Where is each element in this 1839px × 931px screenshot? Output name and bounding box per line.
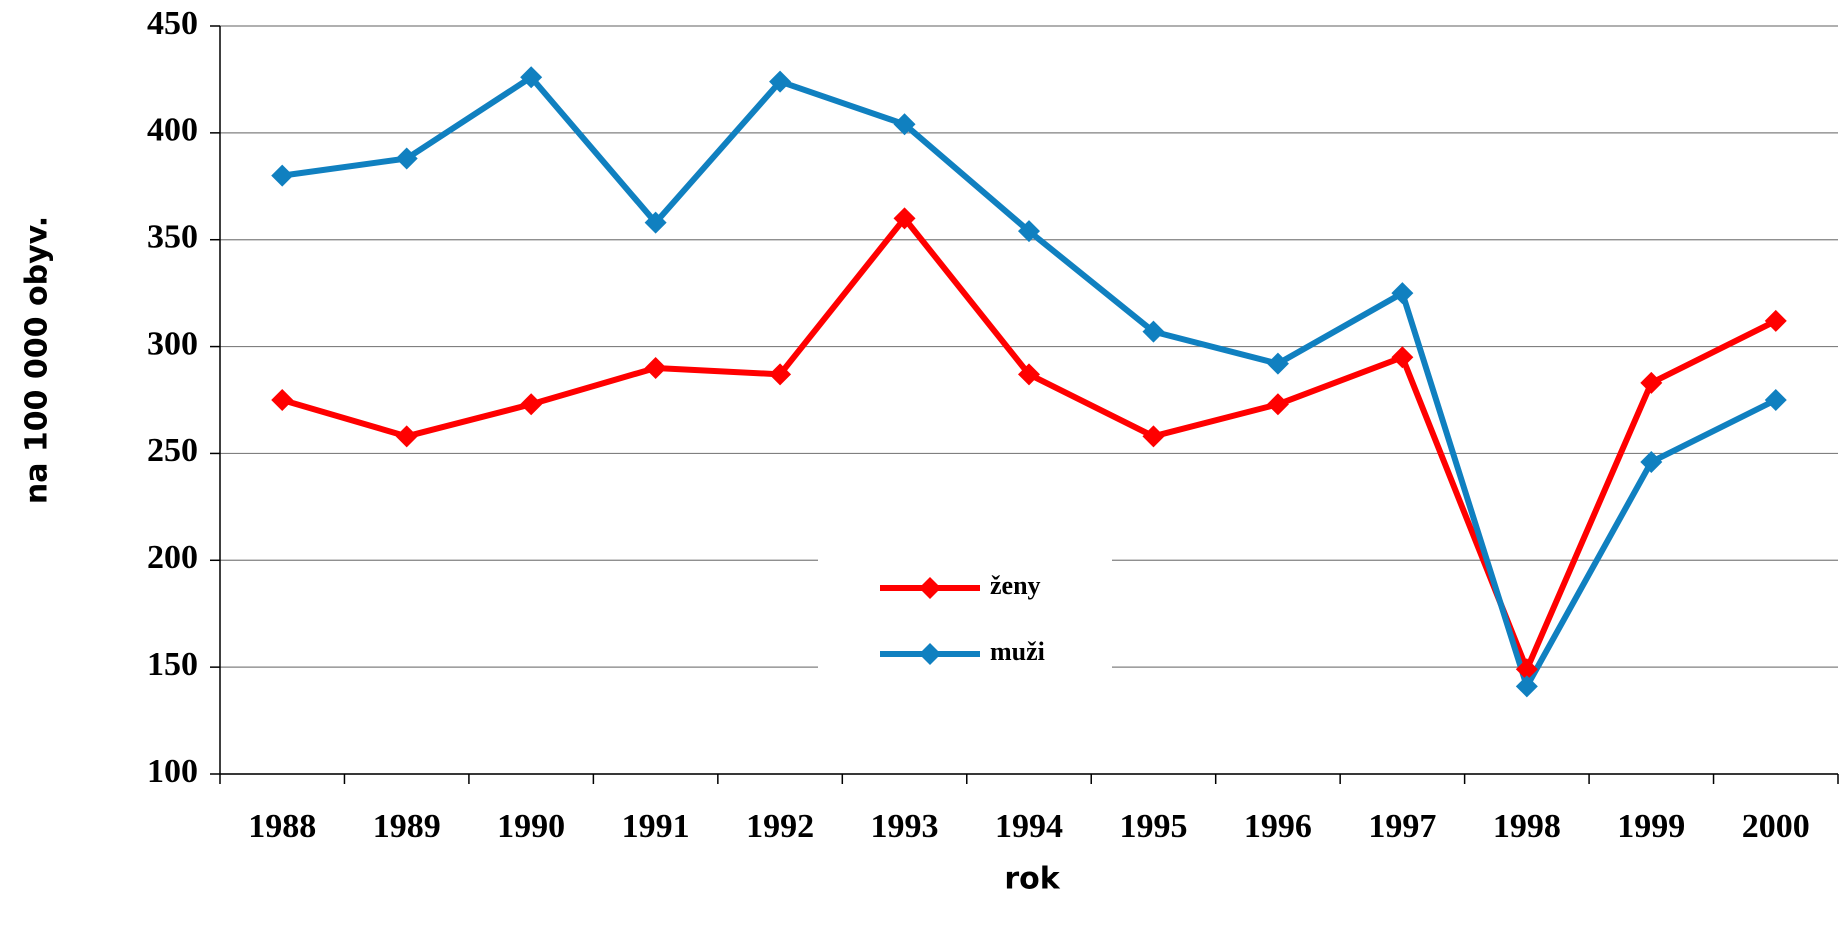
x-tick-label: 1993 — [871, 808, 939, 845]
data-point — [1266, 352, 1289, 375]
x-tick-label: 1997 — [1368, 808, 1436, 845]
data-point — [271, 164, 294, 187]
legend-marker — [919, 643, 941, 665]
legend-label: ženy — [990, 571, 1041, 600]
x-tick-label: 1995 — [1119, 808, 1187, 845]
y-tick-label: 100 — [147, 753, 198, 790]
data-point — [644, 211, 667, 234]
legend-box — [818, 550, 1112, 678]
y-axis-title: na 100 000 obyv. — [20, 216, 55, 504]
data-point — [644, 356, 667, 379]
data-point — [1266, 393, 1289, 416]
legend-marker — [919, 577, 941, 599]
data-point — [520, 393, 543, 416]
data-point — [893, 207, 916, 230]
data-point — [893, 113, 916, 136]
x-tick-label: 1994 — [995, 808, 1063, 845]
y-tick-label: 200 — [147, 539, 198, 576]
y-tick-label: 300 — [147, 325, 198, 362]
data-point — [271, 389, 294, 411]
data-point — [1018, 363, 1040, 386]
data-point — [769, 70, 792, 93]
y-tick-label: 250 — [147, 432, 198, 469]
y-tick-label: 350 — [147, 219, 198, 256]
data-point — [1142, 425, 1165, 448]
data-point — [1018, 220, 1040, 243]
x-tick-label: 1992 — [746, 808, 814, 845]
x-tick-label: 1999 — [1617, 808, 1685, 845]
x-tick-label: 1991 — [622, 808, 690, 845]
y-tick-label: 400 — [147, 112, 198, 149]
data-point — [520, 66, 543, 89]
data-point — [1764, 389, 1787, 411]
x-axis-title: rok — [1004, 862, 1060, 897]
data-point — [395, 147, 418, 170]
data-point — [1515, 658, 1538, 681]
x-tick-label: 1989 — [373, 808, 441, 845]
data-point — [1391, 282, 1414, 305]
x-tick-label: 1990 — [497, 808, 565, 845]
y-tick-label: 150 — [147, 646, 198, 683]
x-tick-label: 1988 — [248, 808, 316, 845]
data-point — [395, 425, 418, 448]
y-tick-label: 450 — [147, 5, 198, 42]
data-point — [1764, 309, 1787, 332]
data-point — [1391, 346, 1414, 369]
legend-label: muži — [990, 637, 1045, 666]
x-tick-label: 1998 — [1493, 808, 1561, 845]
data-point — [1142, 320, 1165, 343]
data-point — [769, 363, 792, 386]
data-point — [1640, 450, 1663, 473]
data-point — [1515, 675, 1538, 698]
x-tick-label: 1996 — [1244, 808, 1312, 845]
data-point — [1640, 371, 1663, 394]
x-tick-label: 2000 — [1742, 808, 1810, 845]
